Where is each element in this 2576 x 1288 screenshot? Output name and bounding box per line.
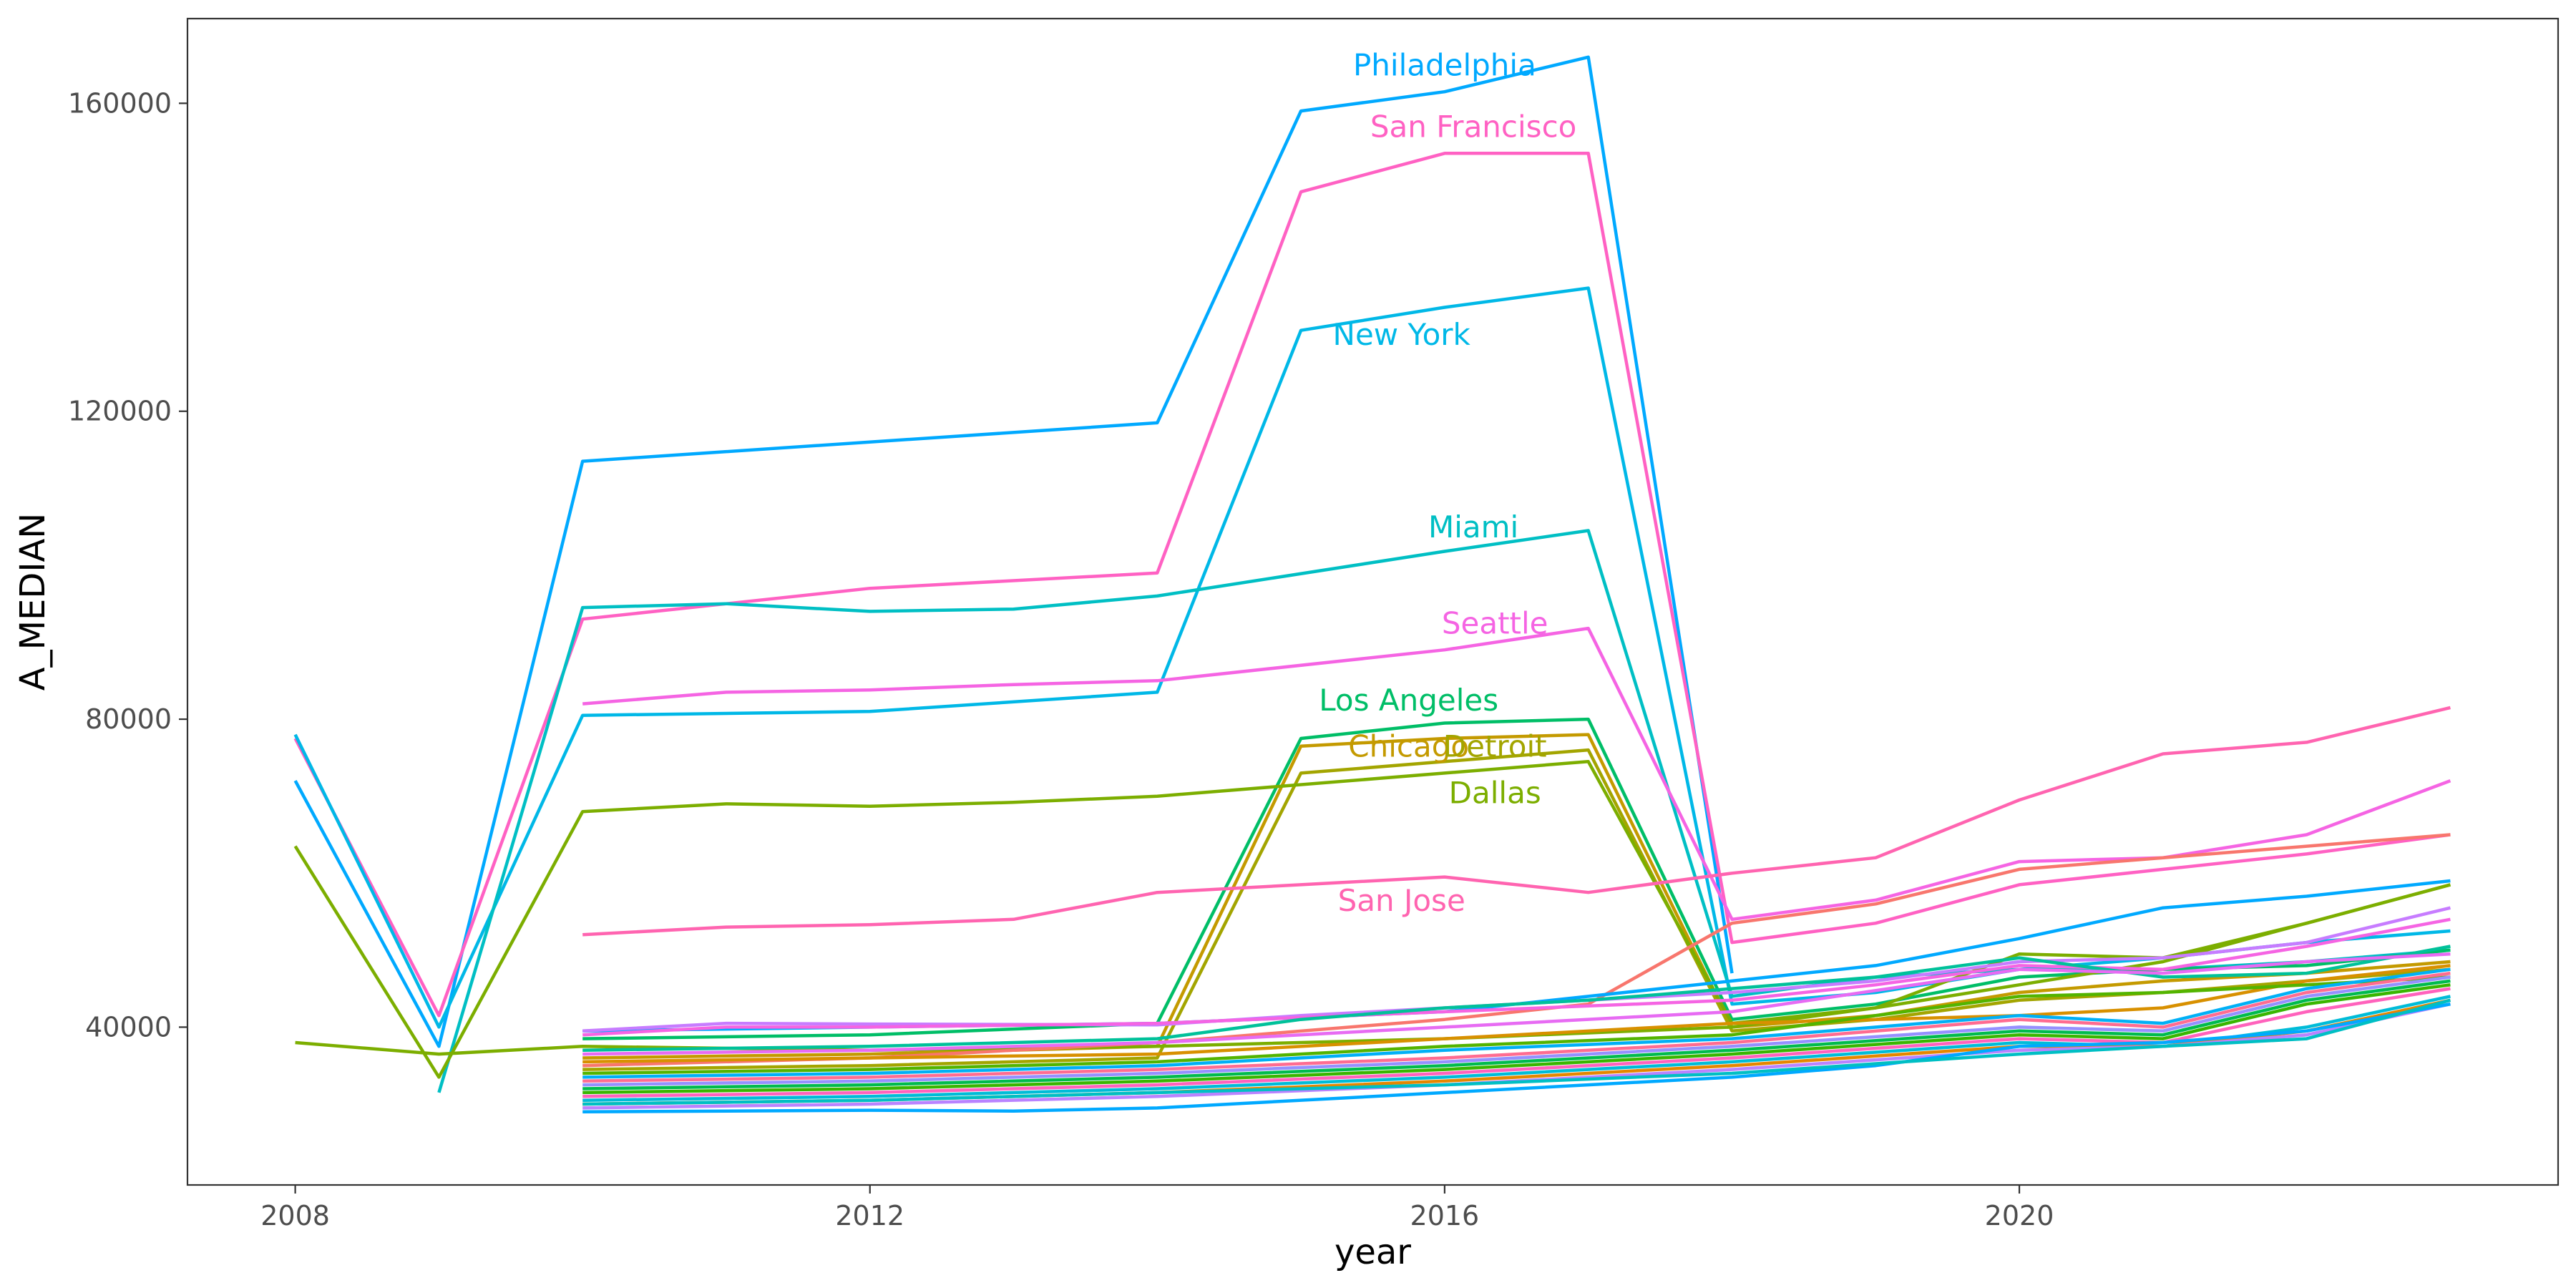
label-detroit: Detroit xyxy=(1443,729,1547,764)
series-line-25 xyxy=(582,987,2451,1098)
label-chicago: Chicago xyxy=(1348,729,1469,764)
x-tick-label: 2012 xyxy=(835,1200,904,1231)
y-tick-label: 160000 xyxy=(68,87,172,119)
y-tick-label: 40000 xyxy=(85,1011,172,1043)
city-labels: Philadelphia San Francisco New York Miami Se… xyxy=(1319,48,1576,918)
panel-border xyxy=(186,17,2560,1186)
label-dallas: Dallas xyxy=(1449,775,1541,810)
x-axis: 2008 2012 2016 2020 xyxy=(260,1185,2054,1231)
label-new-york: New York xyxy=(1333,317,1471,352)
y-tick-label: 120000 xyxy=(68,396,172,427)
series-line-12 xyxy=(582,833,2451,1068)
series-line-san-francisco xyxy=(293,152,2451,1018)
x-tick-label: 2020 xyxy=(1985,1200,2054,1231)
series-line-15 xyxy=(582,917,2451,1037)
series-line-20 xyxy=(582,967,2451,1079)
label-seattle: Seattle xyxy=(1442,606,1548,641)
y-axis-title: A_MEDIAN xyxy=(13,513,53,691)
y-tick-label: 80000 xyxy=(85,703,172,735)
series-line-16 xyxy=(582,945,2451,1052)
x-tick-label: 2016 xyxy=(1410,1200,1480,1231)
series-line-11 xyxy=(295,883,2451,1056)
series-line-san-jose xyxy=(582,706,2451,937)
label-los-angeles: Los Angeles xyxy=(1319,683,1498,718)
series-line-22 xyxy=(582,975,2451,1087)
label-miami: Miami xyxy=(1428,509,1518,545)
label-san-francisco: San Francisco xyxy=(1370,109,1577,145)
x-tick-label: 2008 xyxy=(260,1200,330,1231)
series-line-17 xyxy=(582,952,2451,1056)
label-philadelphia: Philadelphia xyxy=(1353,48,1536,83)
y-axis: 40000 80000 120000 160000 xyxy=(68,87,187,1043)
x-axis-title: year xyxy=(1335,1232,1411,1272)
series-line-28 xyxy=(582,1002,2451,1110)
series-line-18 xyxy=(582,964,2451,1064)
series-line-30 xyxy=(582,998,2451,1106)
series-line-24 xyxy=(582,983,2451,1095)
series-line-19 xyxy=(582,975,2451,1075)
series-line-29 xyxy=(582,1002,2451,1114)
series-lines xyxy=(293,55,2451,1114)
series-line-21 xyxy=(582,971,2451,1083)
label-san-jose: San Jose xyxy=(1338,883,1465,918)
series-line-23 xyxy=(582,979,2451,1091)
